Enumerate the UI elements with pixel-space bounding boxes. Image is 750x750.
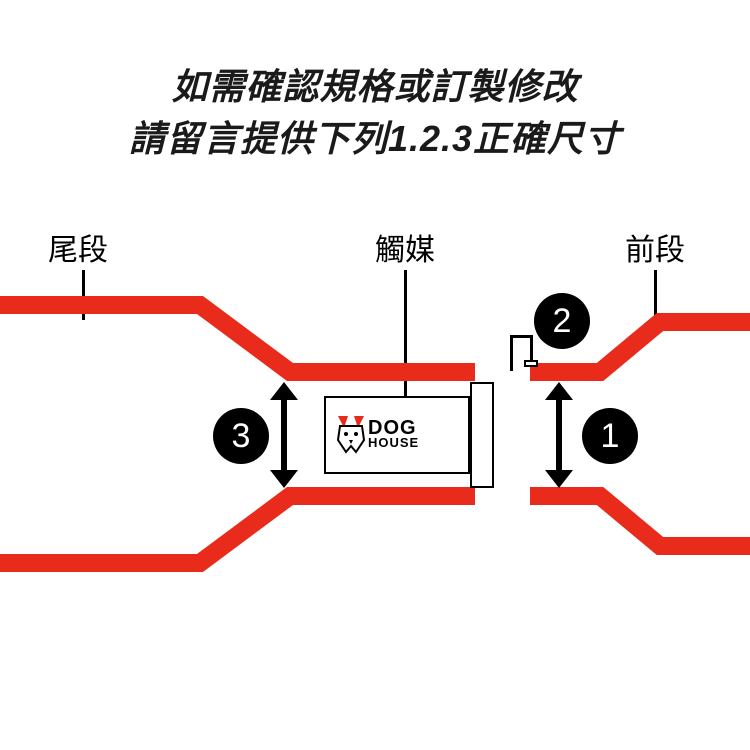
arrow-down-icon bbox=[545, 470, 573, 488]
dog-icon bbox=[334, 414, 368, 454]
label-rear-section: 尾段 bbox=[48, 225, 108, 269]
leader-line-rear bbox=[82, 270, 85, 320]
badge-2: 2 bbox=[534, 293, 590, 349]
leader-line-cat bbox=[404, 270, 407, 398]
diagram-canvas: { "title": { "line1": "如需確認規格或訂製修改", "li… bbox=[0, 0, 750, 750]
logo-text-bottom: HOUSE bbox=[368, 437, 419, 448]
label-catalyst: 觸媒 bbox=[375, 225, 435, 269]
title-line-2: 請留言提供下列1.2.3正確尺寸 bbox=[0, 110, 750, 162]
doghouse-logo: DOG HOUSE bbox=[334, 414, 419, 454]
sensor-line bbox=[510, 335, 532, 338]
badge-3: 3 bbox=[213, 408, 269, 464]
sensor-tip bbox=[524, 360, 538, 367]
arrow-up-icon bbox=[545, 382, 573, 400]
label-front-section: 前段 bbox=[625, 225, 685, 269]
title-line-1: 如需確認規格或訂製修改 bbox=[0, 58, 750, 110]
leader-line-front bbox=[654, 270, 657, 320]
catalyst-flange bbox=[470, 382, 494, 488]
sensor-line bbox=[510, 335, 513, 371]
arrow-down-icon bbox=[270, 470, 298, 488]
arrow-up-icon bbox=[270, 382, 298, 400]
sensor-line bbox=[530, 335, 533, 363]
badge-1: 1 bbox=[582, 408, 638, 464]
